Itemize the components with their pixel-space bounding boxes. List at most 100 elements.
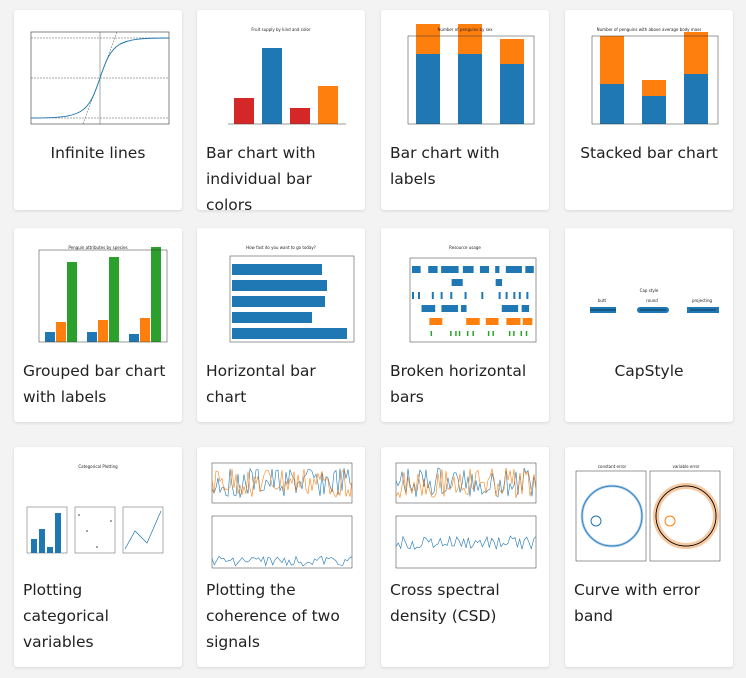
bar — [472, 331, 474, 336]
card-caption: CapStyle — [614, 362, 684, 380]
gallery-card[interactable]: Number of penguins by sex Bar chart with … — [381, 10, 549, 210]
bar — [428, 266, 438, 273]
bar — [492, 331, 494, 336]
caption-wrap: Curve with error band — [565, 577, 733, 629]
thumbnail-title: Cap style — [640, 288, 659, 293]
thumbnail: Penguin attributes by species — [38, 245, 168, 343]
bar — [232, 312, 312, 323]
axes — [395, 515, 537, 569]
caption-wrap: Cross spectral density (CSD) — [381, 577, 549, 629]
gallery-card[interactable]: How fast do you want to go today? Horizon… — [197, 228, 365, 422]
gallery-card[interactable]: Infinite lines — [14, 10, 182, 210]
bar — [417, 292, 420, 299]
bar — [87, 332, 97, 342]
bar — [290, 108, 310, 124]
thumbnail-label: projecting — [692, 298, 713, 303]
bar — [318, 86, 338, 124]
thumbnail — [211, 462, 353, 569]
gallery-card[interactable]: Plotting the coherence of two signals — [197, 447, 365, 667]
axes — [122, 506, 164, 554]
axes — [74, 506, 116, 554]
gallery-card[interactable]: Penguin attributes by species Grouped bar… — [14, 228, 182, 422]
bar — [684, 32, 708, 74]
bar — [464, 292, 467, 299]
thumbnail — [30, 31, 170, 125]
sigmoid — [30, 37, 170, 119]
thumbnail-title: Number of penguins by sex — [437, 27, 493, 32]
sig — [211, 467, 353, 498]
gallery-card[interactable]: Cross spectral density (CSD) — [381, 447, 549, 667]
axes — [211, 462, 353, 504]
card-caption: Broken horizontal bars — [390, 362, 527, 406]
sig — [395, 468, 537, 499]
point — [78, 514, 80, 516]
caption-wrap: Bar chart with individual bar colors — [197, 140, 365, 218]
bar — [466, 331, 469, 336]
bar — [451, 279, 463, 286]
axes — [38, 249, 168, 343]
gallery-card[interactable]: constant error variable error Curve with e… — [565, 447, 733, 667]
bar — [441, 305, 459, 312]
caption-wrap: Bar chart with labels — [381, 140, 549, 192]
thumbnail: Number of penguins by sex — [407, 24, 535, 125]
card-caption: Plotting categorical variables — [23, 581, 109, 651]
gallery-card[interactable]: Categorical Plotting Plotting categorical… — [14, 447, 182, 667]
axes — [395, 462, 537, 504]
thumbnail-title: Resource usage — [449, 245, 481, 250]
bar — [56, 322, 66, 342]
bar — [98, 320, 108, 342]
bar — [39, 529, 45, 553]
caption-wrap: Grouped bar chart with labels — [14, 358, 182, 410]
thumbnail: Fruit supply by kind and color — [228, 27, 346, 125]
card-caption: Horizontal bar chart — [206, 362, 316, 406]
bar — [495, 266, 500, 273]
bar — [416, 24, 440, 54]
thumbnail — [395, 462, 537, 569]
caption-wrap: Broken horizontal bars — [381, 358, 549, 410]
bar — [521, 305, 530, 312]
bar — [500, 39, 524, 64]
thumbnail: Cap style butt round projecting — [590, 288, 719, 313]
thumbnail-title: How fast do you want to go today? — [246, 245, 316, 250]
gallery-card[interactable]: Number of penguins with above average bo… — [565, 10, 733, 210]
thumbnail: Number of penguins with above average bo… — [591, 27, 719, 125]
card-caption: Stacked bar chart — [580, 144, 718, 162]
caption-wrap: Stacked bar chart — [565, 140, 733, 166]
thumbnail-title: Categorical Plotting — [78, 464, 118, 469]
curve — [655, 485, 717, 547]
bar — [505, 292, 508, 299]
thumbnail: constant error variable error — [575, 464, 721, 562]
gallery-card[interactable]: Cap style butt round projecting CapStyle — [565, 228, 733, 422]
point — [86, 530, 88, 532]
bar — [520, 331, 523, 336]
gallery-card[interactable]: Fruit supply by kind and color Bar chart … — [197, 10, 365, 214]
bar — [505, 266, 522, 273]
bar — [232, 280, 327, 291]
point — [96, 546, 98, 548]
card-caption: Curve with error band — [574, 581, 700, 625]
bar — [440, 292, 443, 299]
bar — [55, 513, 61, 553]
bar — [412, 266, 421, 273]
gallery-card[interactable]: Resource usage Broken horizontal bars — [381, 228, 549, 422]
bar — [487, 331, 490, 336]
bar — [234, 98, 254, 124]
bar — [431, 292, 434, 299]
bar — [430, 331, 433, 336]
bar — [140, 318, 150, 342]
bar — [525, 266, 534, 273]
card-caption: Bar chart with labels — [390, 144, 500, 188]
card-caption: Plotting the coherence of two signals — [206, 581, 340, 651]
bar — [518, 292, 521, 299]
bar — [495, 279, 503, 286]
bar — [642, 80, 666, 96]
axes — [229, 255, 355, 343]
axes — [211, 515, 353, 569]
curve — [581, 485, 643, 547]
bar — [67, 262, 77, 342]
card-caption: Grouped bar chart with labels — [23, 362, 166, 406]
caption-wrap: CapStyle — [565, 358, 733, 384]
thumbnail: Categorical Plotting — [26, 464, 164, 554]
bar — [458, 54, 482, 124]
bar — [600, 84, 624, 124]
